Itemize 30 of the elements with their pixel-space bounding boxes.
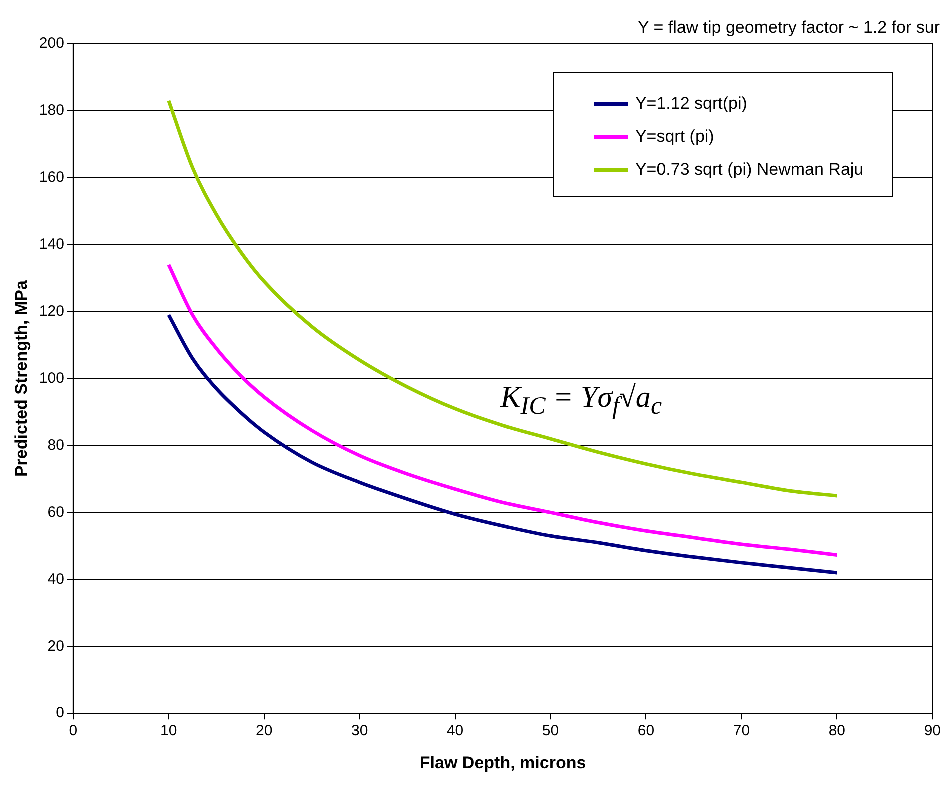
legend-label: Y=sqrt (pi) [635, 126, 714, 146]
y-tick-label: 200 [39, 35, 64, 52]
legend-label: Y=1.12 sqrt(pi) [635, 94, 748, 114]
y-tick-label: 60 [48, 504, 64, 521]
x-tick-label: 20 [256, 722, 273, 740]
y-tick-label: 140 [39, 236, 64, 254]
legend-label: Y=0.73 sqrt (pi) Newman Raju [635, 160, 864, 180]
y-tick-label: 160 [39, 169, 64, 186]
x-tick-label: 90 [924, 722, 941, 740]
y-tick-label: 120 [39, 302, 64, 320]
x-axis-title: Flaw Depth, microns [420, 753, 586, 772]
x-tick-label: 70 [733, 722, 750, 740]
y-tick-label: 100 [39, 370, 64, 387]
y-tick-label: 20 [48, 638, 64, 655]
x-tick-label: 40 [446, 722, 464, 740]
line-series [167, 263, 839, 557]
y-axis-title: Predicted Strength, MPa [12, 280, 31, 478]
y-tick-label: 40 [48, 570, 64, 588]
x-tick-label: 50 [542, 722, 560, 740]
y-tick-label: 0 [56, 704, 64, 722]
x-tick-label: 80 [828, 722, 846, 740]
x-tick-label: 10 [160, 722, 178, 740]
y-tick-label: 180 [39, 102, 64, 120]
x-tick-label: 60 [638, 722, 655, 740]
x-tick-label: 0 [69, 722, 78, 740]
line-series [167, 313, 839, 575]
y-tick-label: 80 [48, 436, 64, 454]
x-tick-label: 30 [351, 722, 368, 740]
annotation: K$_{IC}$ = Yσ$_{f}$√a$_{c}$ [500, 380, 662, 421]
text: Y = flaw tip geometry factor ~ 1.2 for sur [638, 18, 940, 38]
